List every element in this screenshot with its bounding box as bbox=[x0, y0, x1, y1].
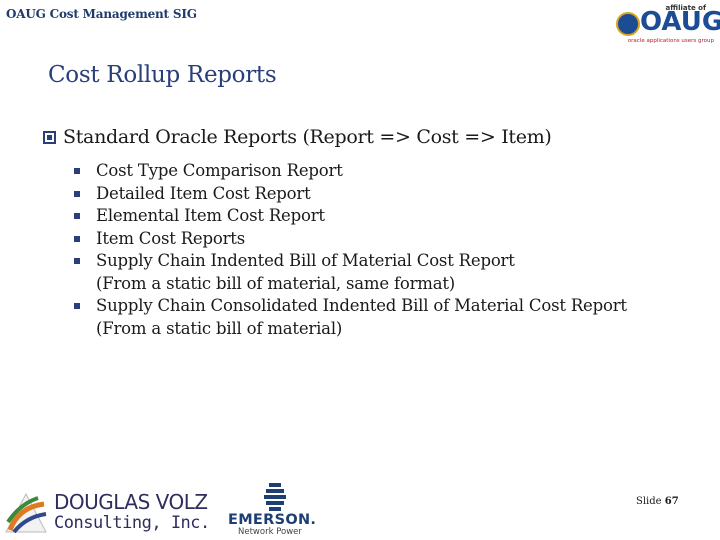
main-bullet-text: Standard Oracle Reports (Report => Cost … bbox=[63, 126, 552, 148]
list-item: Supply Chain Indented Bill of Material C… bbox=[74, 250, 627, 295]
slide-number: Slide 67 bbox=[636, 496, 679, 507]
list-item: Detailed Item Cost Report bbox=[74, 183, 627, 206]
oaug-affiliate-label: affiliate of bbox=[665, 4, 706, 12]
list-item-text: Supply Chain Indented Bill of Material C… bbox=[96, 251, 515, 270]
list-item-subtext: (From a static bill of material) bbox=[96, 318, 343, 338]
emerson-name: EMERSON. bbox=[228, 512, 317, 528]
slide-title: Cost Rollup Reports bbox=[48, 62, 277, 88]
list-item-text: Detailed Item Cost Report bbox=[96, 183, 311, 203]
slide-number-label: Slide bbox=[636, 496, 662, 507]
square-bullet-icon bbox=[74, 168, 80, 174]
square-bullet-icon bbox=[74, 190, 80, 197]
list-item: Item Cost Reports bbox=[74, 228, 627, 251]
square-bullet-icon bbox=[74, 235, 80, 242]
emerson-subtitle: Network Power bbox=[238, 527, 302, 537]
square-bullet-icon bbox=[74, 258, 80, 264]
slide-number-value: 67 bbox=[664, 496, 679, 507]
douglas-volz-emblem-icon bbox=[5, 492, 47, 534]
oaug-logo: affiliate of OAUG oracle applications us… bbox=[612, 2, 720, 46]
square-bullet-icon bbox=[74, 213, 80, 219]
emerson-logo: EMERSON. Network Power bbox=[228, 482, 338, 538]
list-item: Cost Type Comparison Report bbox=[74, 160, 627, 183]
list-item-text: Elemental Item Cost Report bbox=[96, 206, 325, 225]
douglas-volz-logo: DOUGLAS VOLZ Consulting, Inc. bbox=[4, 490, 210, 534]
sub-bullet-list: Cost Type Comparison Report Detailed Ite… bbox=[74, 160, 627, 340]
list-item: Supply Chain Consolidated Indented Bill … bbox=[74, 295, 627, 340]
list-item-text: Supply Chain Consolidated Indented Bill … bbox=[96, 296, 627, 315]
square-bullet-icon bbox=[43, 130, 56, 144]
douglas-volz-subtitle: Consulting, Inc. bbox=[54, 513, 210, 533]
emerson-mark-icon bbox=[264, 483, 286, 511]
square-bullet-icon bbox=[74, 303, 80, 309]
list-item-text: Item Cost Reports bbox=[96, 228, 245, 248]
sig-header-title: OAUG Cost Management SIG bbox=[6, 7, 197, 21]
douglas-volz-name: DOUGLAS VOLZ bbox=[54, 490, 208, 514]
list-item-text: Cost Type Comparison Report bbox=[96, 161, 343, 180]
oaug-tagline: oracle applications users group bbox=[627, 38, 714, 44]
list-item-subtext: (From a static bill of material, same fo… bbox=[96, 273, 456, 293]
main-bullet: Standard Oracle Reports (Report => Cost … bbox=[43, 126, 552, 148]
oaug-wordmark: OAUG bbox=[640, 7, 720, 37]
globe-icon bbox=[616, 12, 640, 36]
list-item: Elemental Item Cost Report bbox=[74, 205, 627, 228]
